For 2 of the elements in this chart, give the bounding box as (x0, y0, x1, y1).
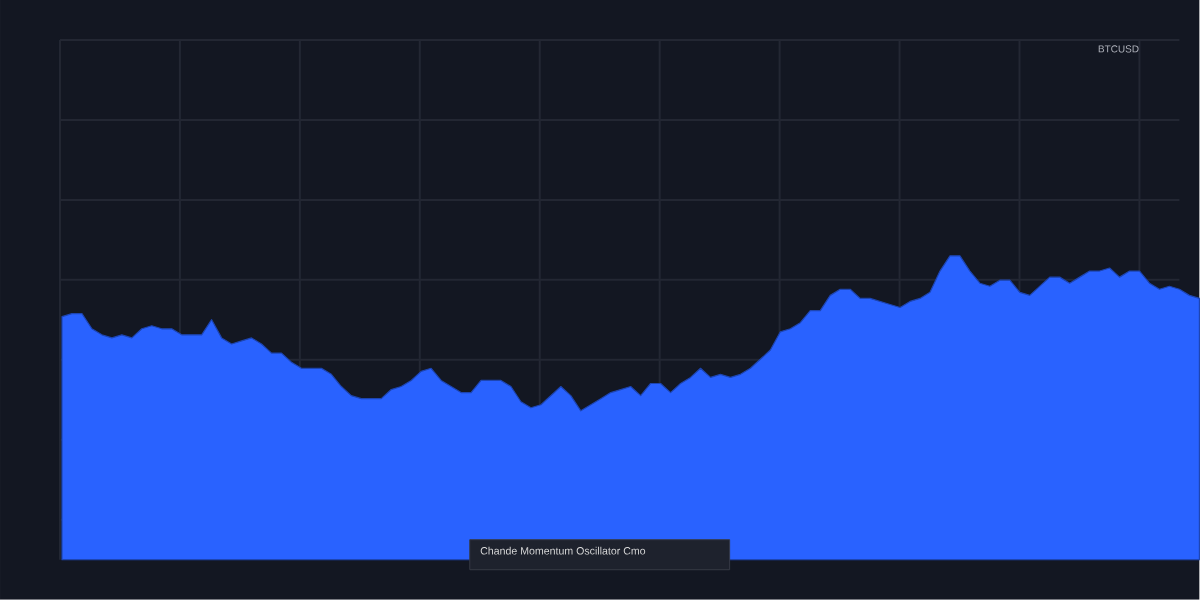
text: BTCUSD (1098, 45, 1139, 53)
annotation: Chande Momentum Oscillator Cmo (480, 546, 646, 555)
